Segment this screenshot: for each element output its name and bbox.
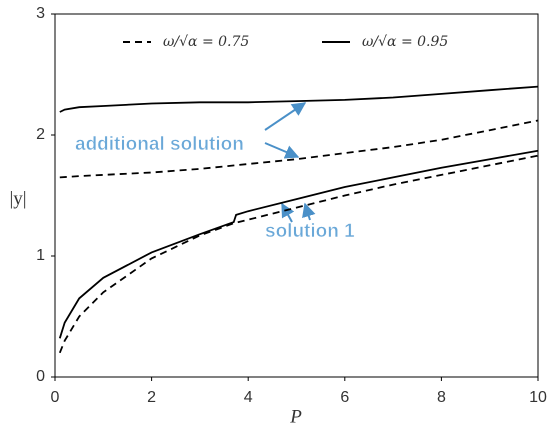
- x-tick-label: 6: [340, 389, 349, 406]
- arrow: [302, 202, 316, 221]
- series-line: [59, 119, 539, 179]
- x-tick-label: 8: [437, 389, 446, 406]
- series-line: [58, 154, 539, 354]
- x-tick-label: 10: [529, 389, 547, 406]
- arrow: [281, 202, 295, 223]
- annotation: solution 1: [265, 221, 355, 242]
- plot-frame: [54, 13, 539, 378]
- legend-label: ω/√α = 0.75: [163, 34, 249, 50]
- x-tick-label: 0: [51, 389, 60, 406]
- arrow: [264, 142, 300, 159]
- series-line: [59, 85, 539, 113]
- y-tick-label: 0: [36, 368, 45, 385]
- y-tick-label: 1: [36, 247, 45, 264]
- arrow: [264, 102, 307, 131]
- x-axis-label: P: [289, 406, 302, 427]
- series-line: [58, 149, 539, 339]
- x-tick-label: 4: [244, 389, 253, 406]
- y-tick-label: 2: [36, 126, 45, 143]
- x-tick-label: 2: [147, 389, 156, 406]
- y-tick-label: 3: [36, 5, 45, 22]
- annotation: additional solution: [75, 134, 244, 155]
- y-axis-label: |y|: [9, 188, 26, 209]
- legend-label: ω/√α = 0.95: [362, 34, 448, 50]
- annotation-arrows: [264, 102, 316, 223]
